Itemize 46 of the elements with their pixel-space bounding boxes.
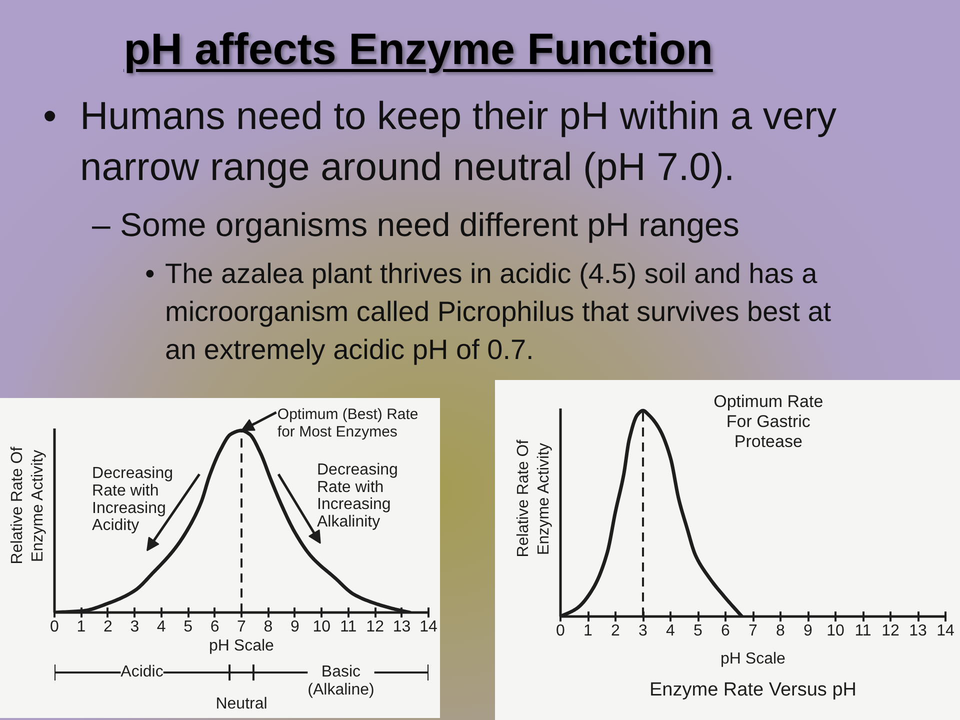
text: • The azalea plant thrives in acidic (4.5) soil and has a microorganism called Picrophilus that survives best at an extremely acidic pH of 0.7. [145, 257, 832, 365]
x-tick-label: 4 [666, 622, 676, 640]
x-tick-label: 13 [909, 622, 927, 640]
annotation: Decreasing Rate with Increasing Acidity [92, 465, 173, 534]
x-tick-label: 12 [882, 622, 900, 640]
x-tick-label: 7 [748, 622, 758, 640]
x-tick-label: 9 [290, 618, 300, 636]
text: Neutral [216, 696, 268, 712]
x-tick-label: 2 [611, 622, 620, 640]
x-tick-label: 3 [638, 622, 648, 640]
x-tick-label: 9 [804, 622, 813, 640]
x-tick-label: 0 [50, 618, 60, 636]
x-tick-label: 6 [210, 618, 220, 636]
x-tick-label: 8 [776, 622, 786, 640]
x-tick-label: 3 [130, 618, 140, 636]
annotation: Decreasing Rate with Increasing Alkalinity [316, 461, 398, 530]
annotation: Optimum Rate For Gastric Protease [714, 392, 824, 451]
x-tick-label: 11 [340, 618, 357, 636]
x-axis-title: pH Scale [720, 650, 786, 668]
text: Acidic [120, 664, 164, 680]
x-tick-label: 2 [103, 618, 112, 636]
text: Basic (Alkaline) [308, 664, 374, 698]
y-axis-title: Relative Rate Of Enzyme Activity [9, 446, 46, 564]
x-tick-label: 14 [420, 618, 438, 636]
x-tick-label: 12 [366, 618, 384, 636]
x-tick-label: 6 [721, 622, 730, 640]
text: Enzyme Rate Versus pH [650, 680, 856, 700]
x-tick-label: 10 [826, 622, 844, 640]
annotation: Optimum (Best) Rate for Most Enzymes [277, 406, 418, 440]
x-tick-label: 7 [237, 618, 246, 636]
text: – Some organisms need different pH ranges [92, 205, 740, 245]
x-tick-label: 11 [854, 622, 872, 640]
x-tick-label: 5 [184, 618, 193, 636]
x-tick-label: 14 [936, 622, 954, 640]
x-tick-label: 5 [694, 622, 703, 640]
text: • Humans need to keep their pH within a very narrow range around neutral (pH 7.0). [43, 94, 837, 189]
y-axis-title: Relative Rate Of Enzyme Activity [515, 439, 552, 558]
x-tick-label: 8 [264, 618, 273, 636]
x-tick-label: 1 [76, 618, 86, 636]
x-axis-title: pH Scale [209, 638, 274, 654]
x-tick-label: 13 [392, 618, 411, 636]
text: pH affects Enzyme Function [122, 24, 714, 76]
x-tick-label: 0 [556, 622, 566, 640]
x-tick-label: 10 [312, 618, 331, 636]
x-tick-label: 1 [584, 622, 593, 640]
x-tick-label: 4 [156, 618, 166, 636]
